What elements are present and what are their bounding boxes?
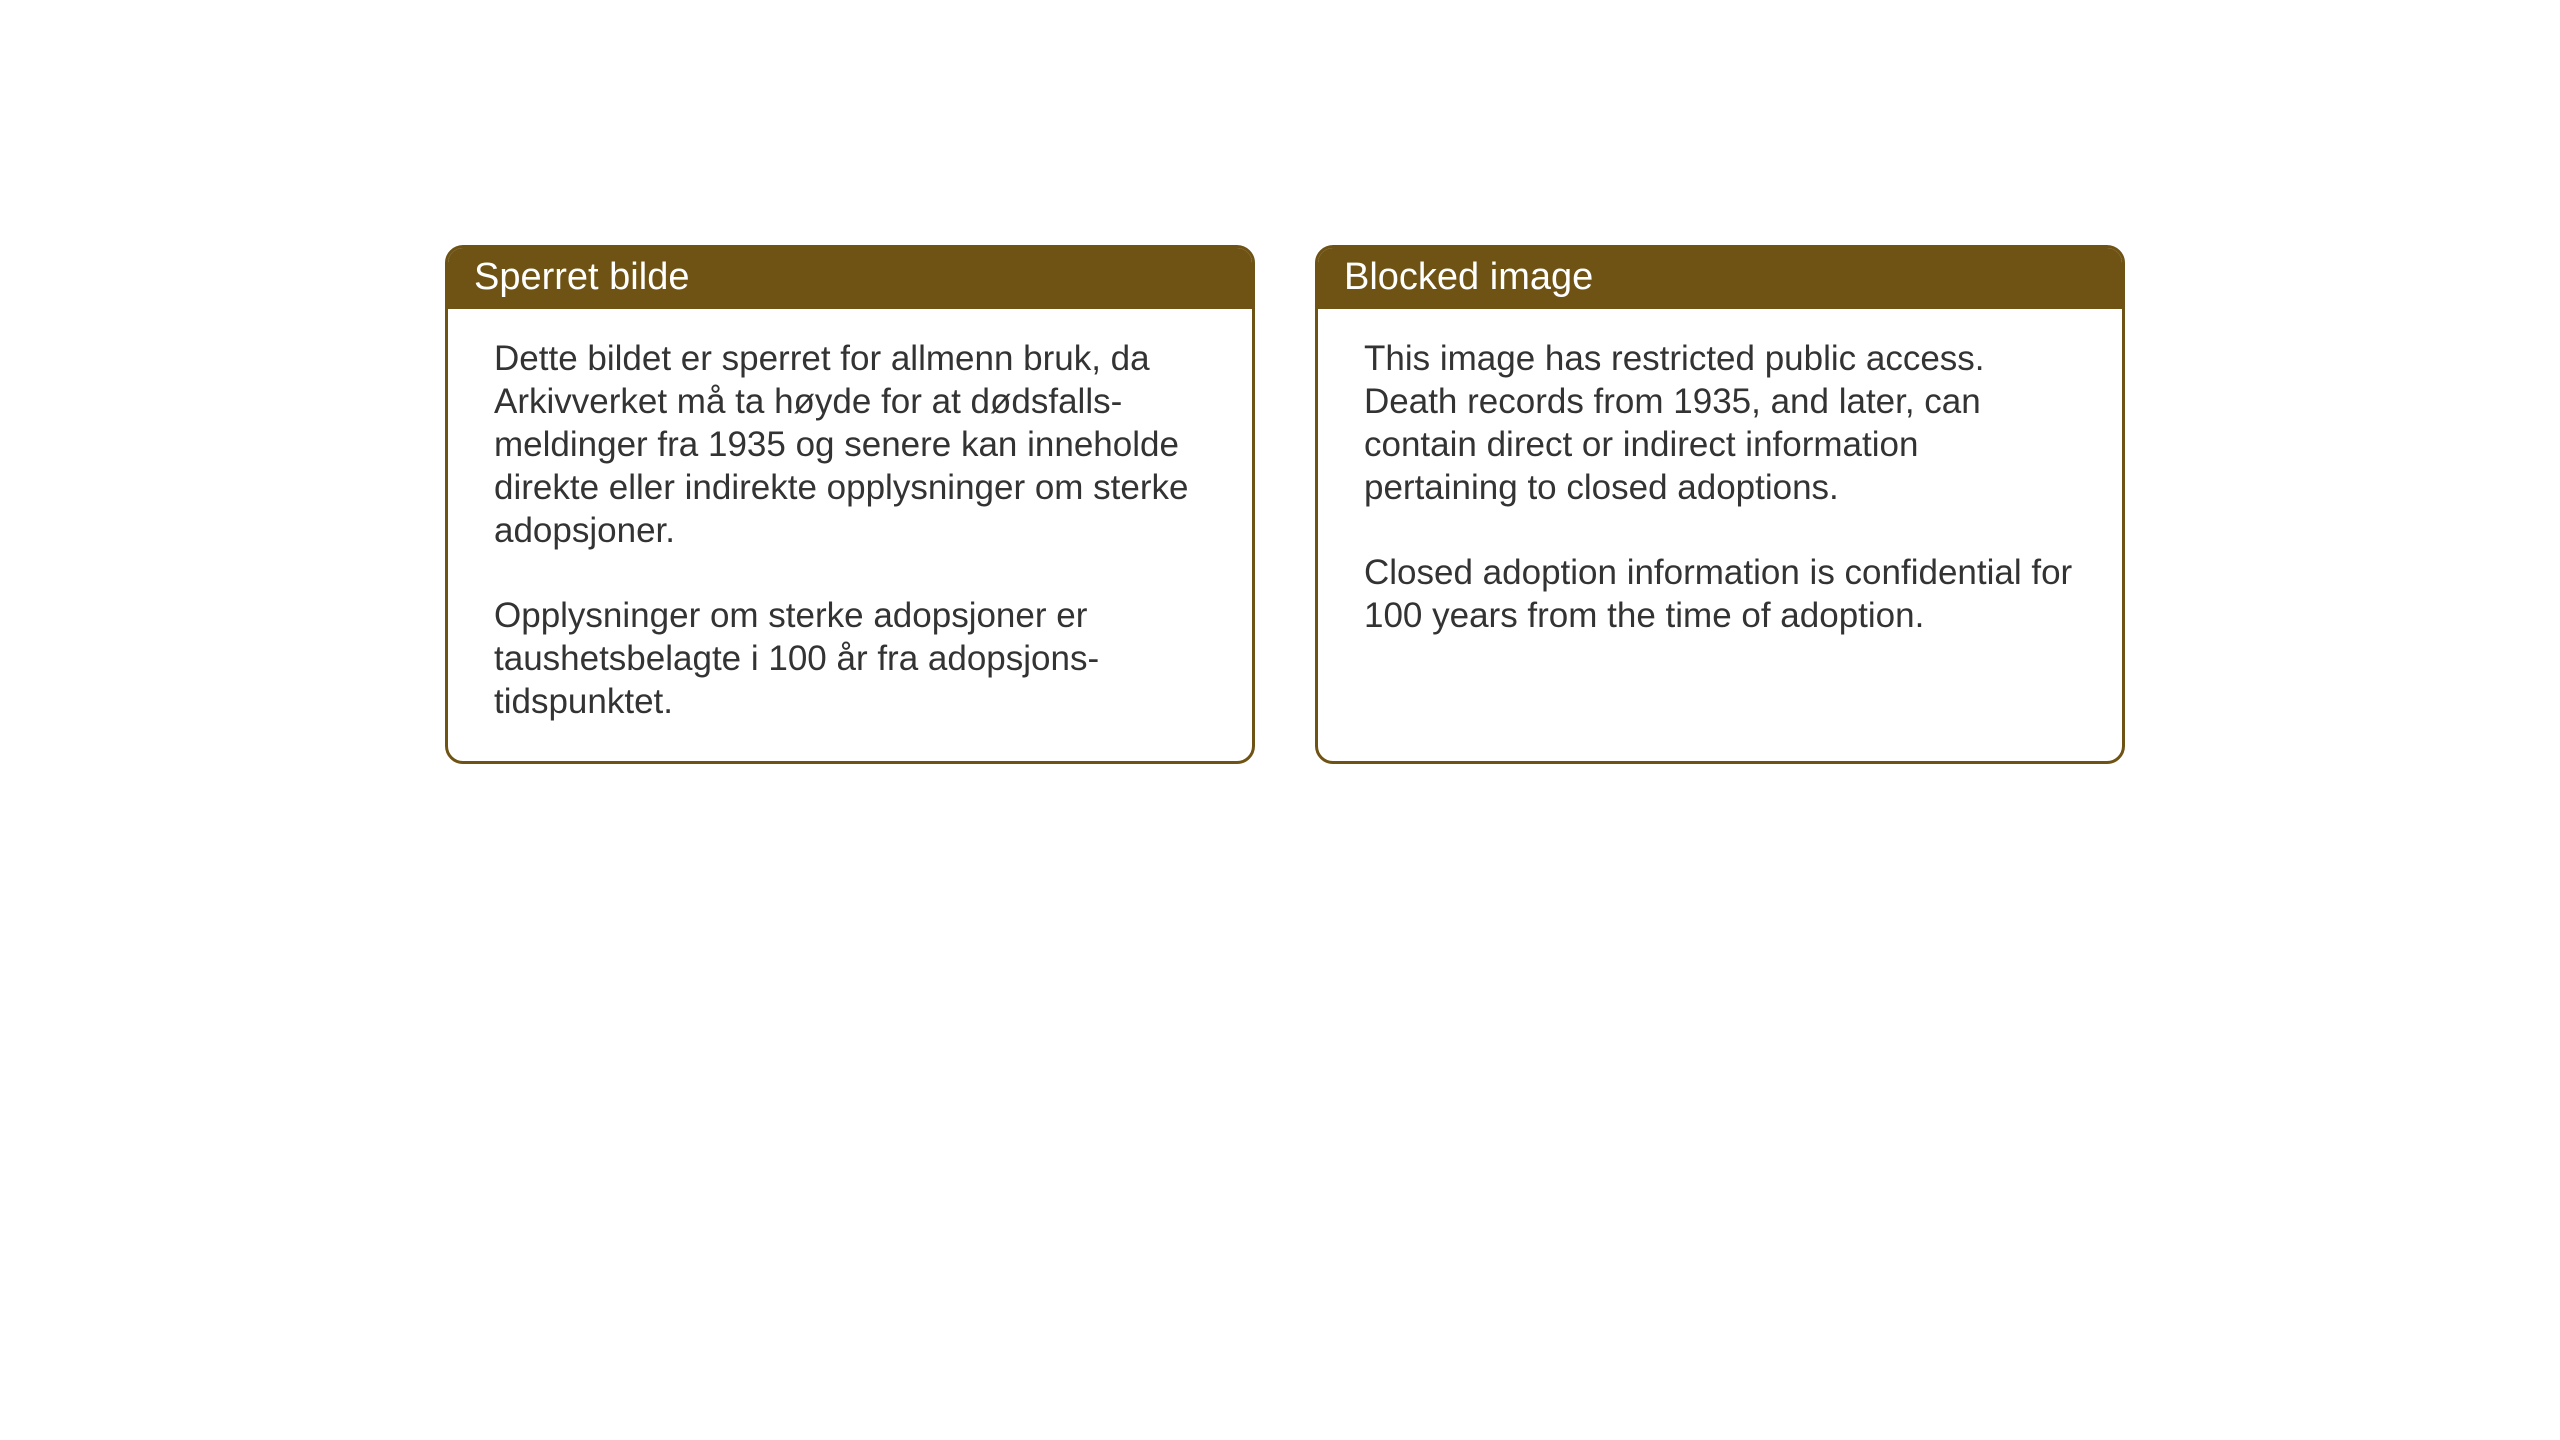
notice-container: Sperret bilde Dette bildet er sperret fo… (445, 245, 2125, 764)
notice-paragraph: Opplysninger om sterke adopsjoner er tau… (494, 594, 1206, 723)
notice-header-norwegian: Sperret bilde (448, 248, 1252, 309)
notice-card-norwegian: Sperret bilde Dette bildet er sperret fo… (445, 245, 1255, 764)
notice-card-english: Blocked image This image has restricted … (1315, 245, 2125, 764)
notice-header-english: Blocked image (1318, 248, 2122, 309)
notice-body-norwegian: Dette bildet er sperret for allmenn bruk… (448, 309, 1252, 761)
notice-paragraph: This image has restricted public access.… (1364, 337, 2076, 509)
notice-paragraph: Dette bildet er sperret for allmenn bruk… (494, 337, 1206, 552)
notice-body-english: This image has restricted public access.… (1318, 309, 2122, 759)
notice-paragraph: Closed adoption information is confident… (1364, 551, 2076, 637)
